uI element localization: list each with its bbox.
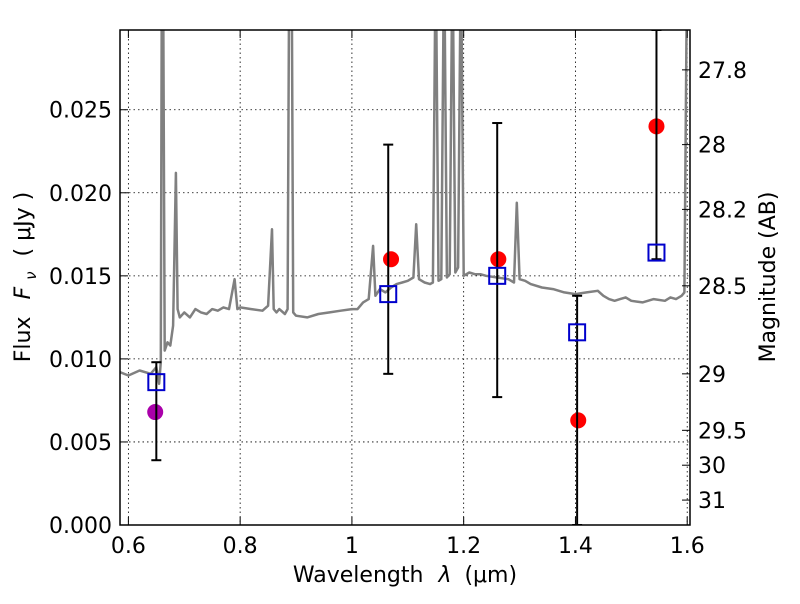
y-axis-title-main: Flux [11, 316, 36, 362]
x-tick-label: 1 [345, 534, 359, 559]
right-axis-tick-label: 29 [698, 363, 726, 388]
y-axis-title-symbol: F [11, 286, 36, 299]
axis-ticks: 0.6 0.8 1 1.2 1.4 1.6 0.000 0.005 0.010 0.015 0.02… [49, 30, 747, 559]
y-tick-label: 0.005 [49, 431, 112, 456]
model-point [568, 323, 587, 342]
right-axis-tick-label: 28.2 [698, 198, 747, 223]
y-axis-title-unit: ( μJy ) [11, 192, 36, 257]
right-axis-tick-label: 30 [698, 454, 726, 479]
model-point [488, 266, 507, 285]
right-axis-tick-label: 28.5 [698, 275, 747, 300]
y-tick-label: 0.015 [49, 265, 112, 290]
x-axis-title: Wavelength λ (μm) [293, 563, 517, 588]
plot-frame [119, 29, 691, 526]
right-axis-tick-label: 29.5 [698, 419, 747, 444]
plot-area [120, 30, 688, 525]
observed-point [570, 412, 587, 429]
x-tick-label: 1.6 [670, 534, 705, 559]
x-axis-title-main: Wavelength [293, 563, 424, 588]
model-point [147, 373, 166, 392]
observed-point [383, 251, 400, 268]
right-axis-tick-label: 28 [698, 134, 726, 159]
grid [120, 30, 690, 525]
y-tick-label: 0.000 [49, 514, 112, 539]
right-axis-title: Magnitude (AB) [756, 192, 781, 363]
x-axis-title-symbol: λ [437, 563, 451, 588]
x-axis-title-unit: (μm) [464, 563, 517, 588]
x-tick-label: 1.4 [558, 534, 593, 559]
model-point [379, 285, 398, 304]
y-axis-title: Flux F ν ( μJy ) [11, 192, 42, 362]
x-tick-label: 1.2 [446, 534, 481, 559]
right-axis-tick-label: 31 [698, 489, 726, 514]
observed-point [147, 404, 164, 421]
x-tick-label: 0.6 [111, 534, 146, 559]
y-tick-label: 0.020 [49, 182, 112, 207]
right-axis-tick-label: 27.8 [698, 59, 747, 84]
model-point [647, 243, 666, 262]
x-tick-label: 0.8 [223, 534, 258, 559]
observed-point [490, 251, 507, 268]
y-tick-label: 0.010 [49, 348, 112, 373]
y-tick-label: 0.025 [49, 99, 112, 124]
y-axis-title-subscript: ν [22, 271, 40, 279]
